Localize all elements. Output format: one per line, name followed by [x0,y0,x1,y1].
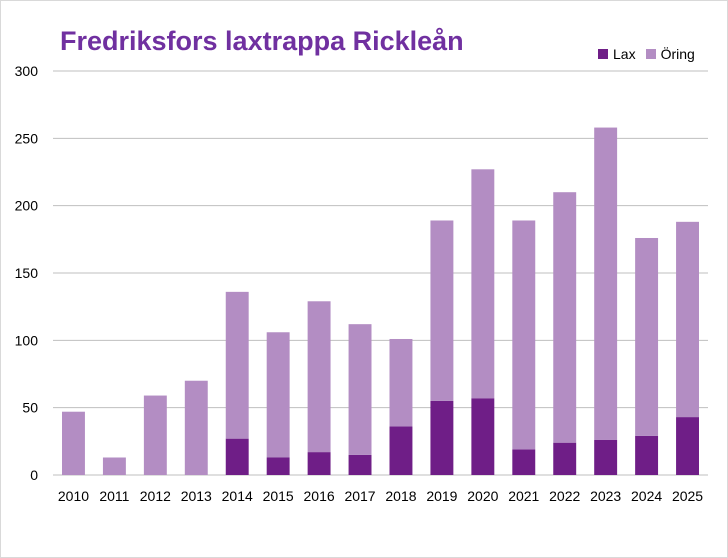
x-tick-label-2013: 2013 [181,488,212,504]
y-tick-label-0: 0 [30,467,38,483]
bar-lax-2015 [266,457,290,475]
bar-oring-2025 [676,221,699,418]
legend-swatch-oring [645,49,656,59]
legend-label-lax: Lax [613,46,636,62]
y-tick-label-200: 200 [15,198,39,214]
bar-lax-2017 [348,454,372,475]
legend: Lax Öring [598,46,705,62]
x-tick-label-2024: 2024 [631,488,662,504]
x-tick-label-2010: 2010 [58,488,89,504]
x-tick-label-2019: 2019 [426,488,457,504]
legend-label-oring: Öring [660,46,695,62]
bar-lax-2023 [594,439,618,475]
bar-lax-2014 [225,438,249,475]
x-tick-label-2018: 2018 [385,488,416,504]
x-tick-label-2017: 2017 [344,488,375,504]
x-tick-label-2011: 2011 [99,488,129,504]
y-tick-label-150: 150 [15,265,39,281]
x-tick-label-2025: 2025 [672,488,703,504]
bar-oring-2015 [266,332,290,458]
x-tick-label-2020: 2020 [467,488,498,504]
x-tick-label-2015: 2015 [263,488,294,504]
bar-lax-2019 [430,400,454,475]
bar-oring-2019 [430,220,454,401]
chart-title: Fredriksfors laxtrappa Rickleån [60,26,464,56]
bar-lax-2020 [471,398,495,475]
bar-lax-2022 [553,442,577,475]
y-tick-label-100: 100 [15,332,39,348]
bar-lax-2025 [676,417,699,475]
bar-lax-2016 [307,452,331,475]
bar-oring-2020 [471,169,495,399]
x-tick-label-2014: 2014 [222,488,253,504]
legend-item-oring: Öring [645,46,695,62]
bar-lax-2018 [389,426,413,475]
bar-oring-2021 [512,220,536,450]
bar-oring-2013 [184,380,208,475]
y-tick-label-250: 250 [15,130,39,146]
legend-item-lax: Lax [598,46,636,62]
x-tick-label-2023: 2023 [590,488,621,504]
bar-oring-2018 [389,338,413,427]
bar-lax-2021 [512,449,536,475]
bar-oring-2017 [348,324,372,455]
x-tick-label-2022: 2022 [549,488,580,504]
bar-oring-2024 [635,237,659,436]
bar-oring-2011 [102,457,126,475]
legend-swatch-lax [598,49,608,59]
x-tick-label-2012: 2012 [140,488,171,504]
bar-oring-2012 [143,395,167,475]
bar-oring-2022 [553,192,577,443]
bar-oring-2010 [62,411,85,475]
x-tick-label-2016: 2016 [304,488,335,504]
x-tick-label-2021: 2021 [508,488,539,504]
bar-oring-2023 [594,127,618,440]
bar-oring-2016 [307,301,331,453]
y-tick-label-300: 300 [15,63,39,79]
bar-lax-2024 [635,435,659,475]
y-tick-label-50: 50 [22,400,38,416]
bar-oring-2014 [225,291,249,439]
